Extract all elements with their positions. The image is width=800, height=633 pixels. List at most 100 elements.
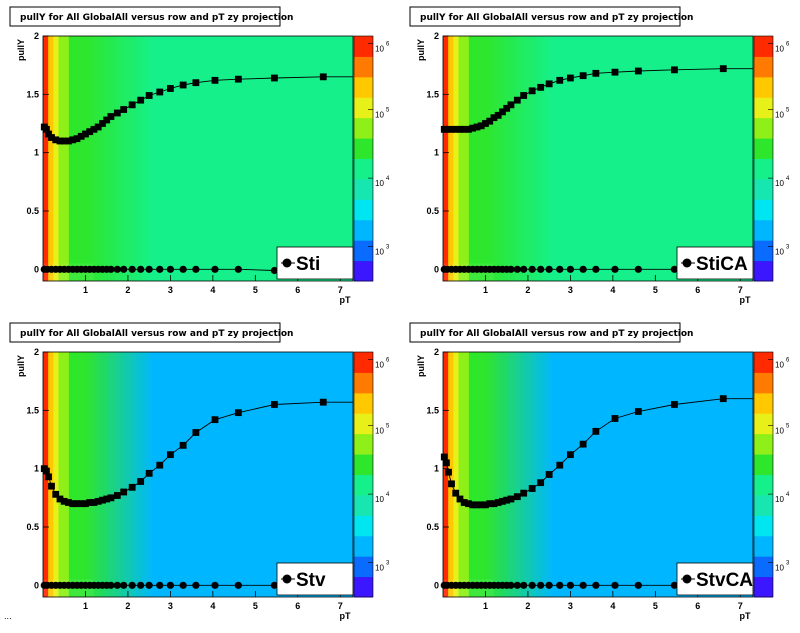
heatmap-cell xyxy=(520,352,527,597)
heatmap-cell xyxy=(94,36,101,281)
heatmap-cell xyxy=(654,352,661,597)
data-point xyxy=(234,581,242,589)
heatmap-cell xyxy=(53,36,60,281)
heatmap-cell xyxy=(587,352,594,597)
data-point xyxy=(137,581,145,589)
data-point xyxy=(566,265,574,273)
heatmap-cell xyxy=(608,352,615,597)
heatmap-cell xyxy=(603,36,609,281)
heatmap-cell xyxy=(556,352,563,597)
legend-marker xyxy=(282,574,292,584)
x-tick-label: 2 xyxy=(525,601,530,611)
data-point xyxy=(592,581,600,589)
heatmap-cell xyxy=(474,36,480,281)
heatmap-cell xyxy=(239,36,246,281)
footer-text: ... xyxy=(4,612,12,621)
heatmap-cell xyxy=(177,352,184,597)
legend-label: StiCA xyxy=(696,254,748,275)
heatmap-cell xyxy=(192,36,199,281)
data-point xyxy=(460,125,468,133)
heatmap-cell xyxy=(285,36,292,281)
colorbar-segment xyxy=(354,199,373,221)
heatmap-cell xyxy=(716,36,723,281)
y-tick-label: 0.5 xyxy=(426,522,439,532)
heatmap-cell xyxy=(136,352,142,597)
heatmap-cell xyxy=(711,36,718,281)
data-point xyxy=(156,461,164,469)
data-point xyxy=(145,92,153,99)
heatmap-cell xyxy=(151,352,158,597)
heatmap-cell xyxy=(244,36,251,281)
y-tick-label: 2 xyxy=(34,31,39,41)
data-point xyxy=(99,496,106,504)
data-point xyxy=(45,130,52,138)
rms-profile xyxy=(440,265,727,273)
colorbar-segment xyxy=(354,219,373,241)
heatmap-cell xyxy=(167,36,173,281)
heatmap-cell xyxy=(203,352,209,597)
heatmap-cell xyxy=(218,352,225,597)
y-axis-label: pullY xyxy=(16,355,26,377)
heatmap-cell xyxy=(296,352,302,597)
chart-panel: pullY for All GlobalAll versus row and p… xyxy=(9,6,390,305)
colorbar-tick-exponent: 6 xyxy=(786,41,790,47)
heatmap-cell xyxy=(639,36,646,281)
heatmap-cell xyxy=(592,352,599,597)
colorbar-segment xyxy=(354,515,373,537)
x-tick-label: 2 xyxy=(125,601,130,611)
data-point xyxy=(469,124,477,132)
legend-label: Stv xyxy=(296,570,326,591)
heatmap-cell xyxy=(89,36,96,281)
heatmap-cell xyxy=(234,36,240,281)
data-point xyxy=(442,459,450,467)
heatmap-cell xyxy=(120,36,127,281)
heatmap-cell xyxy=(115,352,122,597)
x-tick-label: 3 xyxy=(168,285,173,295)
data-point xyxy=(556,461,564,469)
colorbar-segment xyxy=(754,240,773,262)
y-tick-label: 1.5 xyxy=(26,89,39,99)
data-point xyxy=(490,114,498,122)
colorbar-frame xyxy=(353,35,374,282)
colorbar-tick-label: 10 xyxy=(375,44,384,53)
heatmap-cell xyxy=(301,36,308,281)
data-point xyxy=(166,451,174,459)
heatmap-cell xyxy=(213,352,220,597)
data-point xyxy=(528,581,536,589)
data-point xyxy=(137,265,145,273)
heatmap-cell xyxy=(156,36,163,281)
data-point xyxy=(120,265,128,273)
heatmap-cell xyxy=(229,36,235,281)
colorbar-segment xyxy=(354,576,373,598)
data-point xyxy=(499,108,506,116)
colorbar-segment xyxy=(354,413,373,435)
heatmap-cell xyxy=(675,36,682,281)
x-tick-label: 6 xyxy=(295,601,300,611)
data-point xyxy=(452,125,460,133)
colorbar-frame xyxy=(753,351,774,598)
colorbar-tick-label: 10 xyxy=(375,179,384,188)
heatmap-cell xyxy=(327,36,333,281)
heatmap-cell xyxy=(182,352,189,597)
colorbar-segment xyxy=(354,56,373,78)
heatmap-cell xyxy=(670,36,677,281)
data-point xyxy=(592,265,600,273)
heatmap-cell xyxy=(499,352,506,597)
data-point xyxy=(486,500,494,508)
heatmap-cell xyxy=(592,36,599,281)
x-tick-label: 5 xyxy=(253,285,258,295)
data-point xyxy=(503,104,511,112)
data-point xyxy=(107,581,115,589)
data-point xyxy=(166,85,174,92)
data-point xyxy=(611,68,619,76)
heatmap-cell xyxy=(499,36,506,281)
data-point xyxy=(520,265,528,273)
heatmap-cell xyxy=(727,36,733,281)
colorbar-tick-exponent: 6 xyxy=(386,41,390,47)
heatmap-cell xyxy=(43,36,49,281)
heatmap-cell xyxy=(63,36,70,281)
data-point xyxy=(48,134,55,141)
heatmap-cell xyxy=(291,36,297,281)
data-point xyxy=(503,496,511,504)
heatmap-cell xyxy=(505,352,511,597)
